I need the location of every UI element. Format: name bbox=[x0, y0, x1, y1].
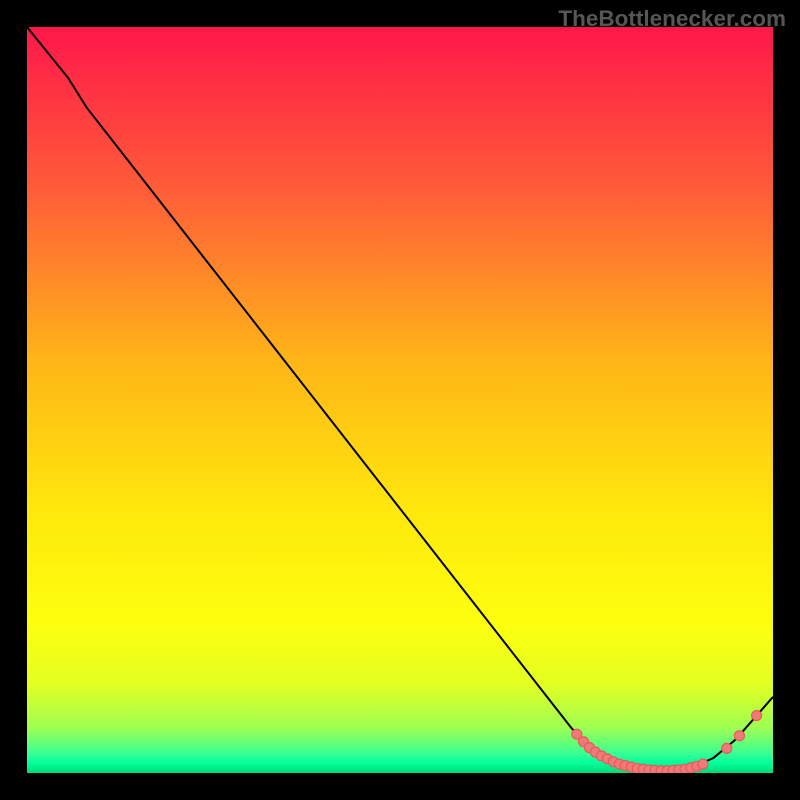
gradient-background bbox=[27, 27, 773, 773]
scatter-point bbox=[734, 731, 744, 741]
chart-container: TheBottlenecker.com bbox=[0, 0, 800, 800]
chart-plot bbox=[27, 27, 773, 773]
scatter-point bbox=[722, 743, 732, 753]
scatter-point bbox=[698, 759, 708, 769]
scatter-point bbox=[752, 711, 762, 721]
